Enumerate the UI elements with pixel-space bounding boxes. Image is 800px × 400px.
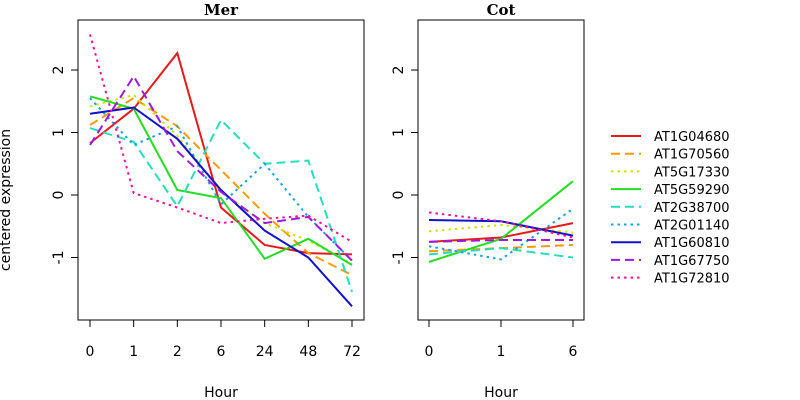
series-line-at1g70560 bbox=[89, 96, 353, 276]
legend-label-at1g60810: AT1G60810 bbox=[654, 236, 730, 251]
x-tick-label: 6 bbox=[217, 344, 226, 360]
series-line-at1g67750 bbox=[89, 74, 353, 262]
x-tick-label: 6 bbox=[569, 344, 578, 360]
y-tick-label: 1 bbox=[51, 128, 67, 137]
x-tick-label: 0 bbox=[86, 344, 95, 360]
panel-cot: Cot -1 0 1 2 0 1 6 Hour bbox=[391, 1, 585, 400]
x-tick-label: 1 bbox=[497, 344, 506, 360]
y-tick-label: -1 bbox=[51, 251, 67, 265]
x-tick-label: 0 bbox=[425, 344, 434, 360]
series-line-at1g67750 bbox=[428, 239, 573, 243]
legend-label-at5g17330: AT5G17330 bbox=[654, 165, 730, 180]
y-tick-label: 2 bbox=[51, 66, 67, 75]
legend-label-at2g01140: AT2G01140 bbox=[654, 219, 730, 234]
series-line-at1g72810 bbox=[89, 34, 353, 243]
y-tick-label: 0 bbox=[391, 191, 407, 200]
y-tick-label: 0 bbox=[51, 191, 67, 200]
legend-label-at1g70560: AT1G70560 bbox=[654, 148, 730, 163]
panel-title: Cot bbox=[487, 1, 516, 19]
plot-frame bbox=[417, 19, 585, 321]
x-axis-label: Hour bbox=[204, 385, 238, 400]
legend-label-at2g38700: AT2G38700 bbox=[654, 201, 730, 216]
y-tick-label: 2 bbox=[391, 66, 407, 75]
y-axis-label: centered expression bbox=[0, 129, 14, 271]
legend-label-at1g67750: AT1G67750 bbox=[654, 254, 730, 269]
series-line-at2g01140 bbox=[428, 207, 574, 261]
series-line-at1g04680 bbox=[428, 222, 574, 243]
legend: AT1G04680 AT1G70560 AT5G17330 AT5G59290 AT2G… bbox=[611, 130, 730, 287]
y-tick-label: 1 bbox=[391, 128, 407, 137]
legend-label-at1g04680: AT1G04680 bbox=[654, 130, 730, 145]
legend-label-at1g72810: AT1G72810 bbox=[654, 272, 730, 287]
series-line-at5g17330 bbox=[428, 223, 574, 234]
series-line-at2g38700 bbox=[428, 247, 574, 259]
x-tick-label: 48 bbox=[299, 344, 317, 360]
panel-title: Mer bbox=[204, 1, 239, 19]
series-line-at1g60810 bbox=[89, 106, 353, 307]
panel-mer: Mer -1 0 1 2 0 1 2 6 24 48 72 Hour bbox=[51, 1, 365, 400]
series-line-at2g38700 bbox=[89, 118, 353, 293]
x-tick-label: 24 bbox=[256, 344, 274, 360]
x-tick-label: 1 bbox=[129, 344, 138, 360]
plot-frame bbox=[77, 19, 365, 321]
x-tick-label: 72 bbox=[343, 344, 361, 360]
x-axis-label: Hour bbox=[484, 385, 518, 400]
series-line-at5g59290 bbox=[428, 180, 574, 263]
y-tick-label: -1 bbox=[391, 251, 407, 265]
x-tick-label: 2 bbox=[173, 344, 182, 360]
series-line-at1g72810 bbox=[428, 211, 574, 239]
legend-label-at5g59290: AT5G59290 bbox=[654, 183, 730, 198]
